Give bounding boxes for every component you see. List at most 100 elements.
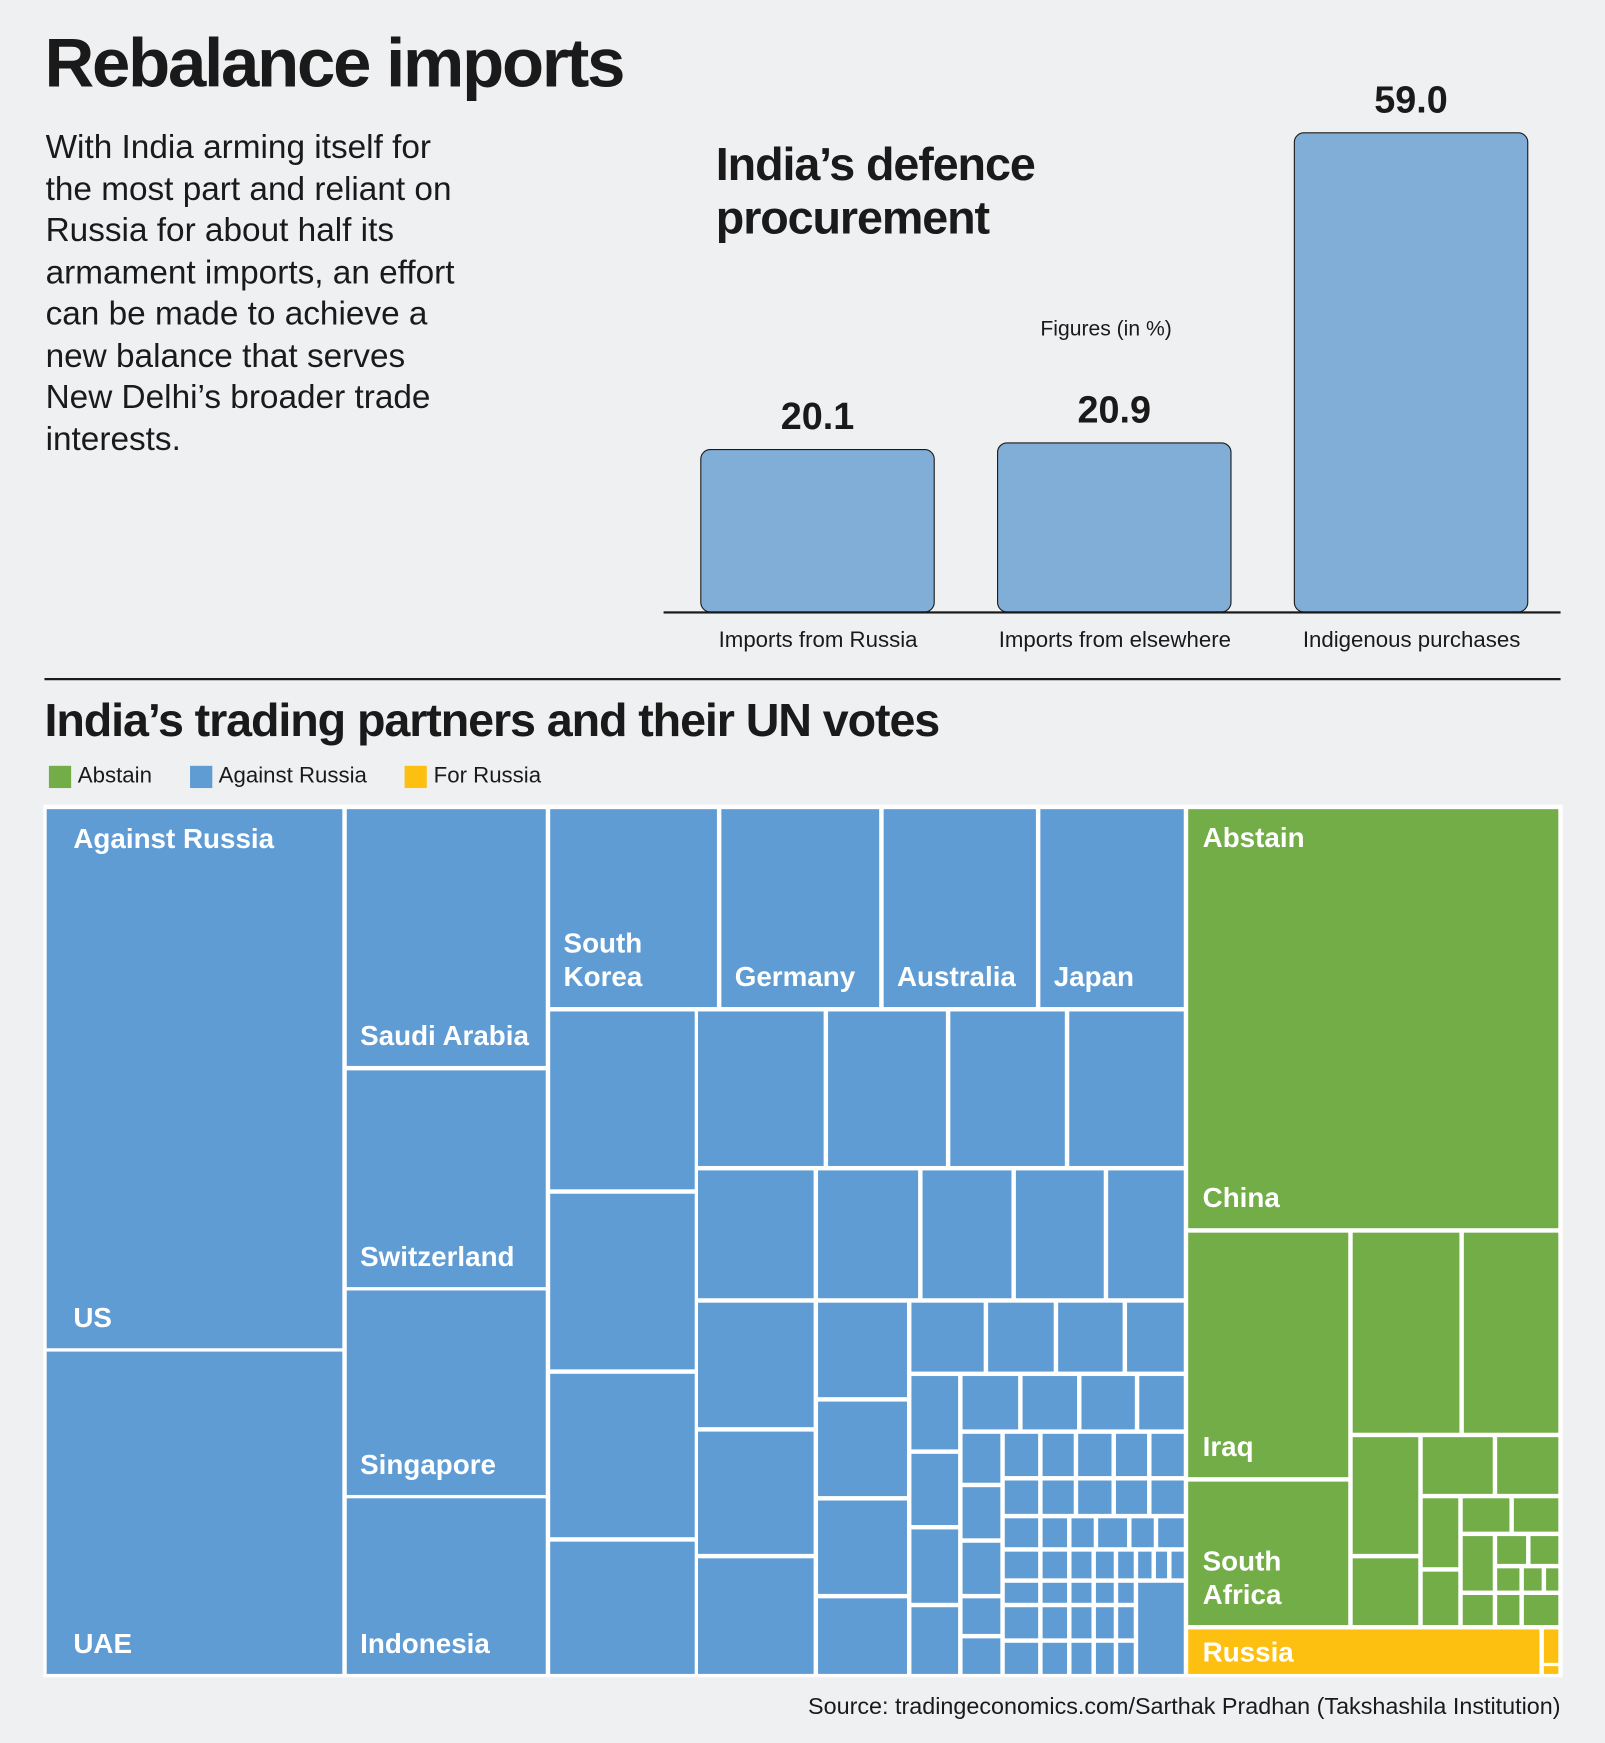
group-label-abstain: Abstain bbox=[1202, 822, 1305, 854]
treemap-cell bbox=[1118, 1642, 1134, 1674]
treemap-cell bbox=[550, 1373, 695, 1538]
treemap-cell bbox=[1071, 1607, 1092, 1639]
bar-chart-title: India’s defence procurement bbox=[715, 137, 1036, 244]
treemap-cell bbox=[1095, 1551, 1114, 1579]
treemap-cell-switzerland: Switzerland bbox=[346, 1070, 546, 1288]
treemap-cell bbox=[1352, 1232, 1460, 1433]
treemap-cell bbox=[1138, 1582, 1184, 1674]
treemap-cell-label: Indonesia bbox=[360, 1628, 490, 1660]
treemap-cell bbox=[1042, 1642, 1068, 1674]
treemap-cell bbox=[818, 1170, 919, 1299]
treemap-cell-label: Japan bbox=[1053, 961, 1135, 993]
treemap-cell bbox=[1171, 1551, 1184, 1579]
treemap-cell bbox=[962, 1542, 1001, 1594]
treemap-cell bbox=[1042, 1551, 1068, 1579]
treemap-cell bbox=[1042, 1582, 1068, 1603]
treemap-cell bbox=[818, 1401, 907, 1497]
treemap-cell bbox=[698, 1431, 814, 1554]
source-note: Source: tradingeconomics.com/Sarthak Pra… bbox=[808, 1693, 1561, 1720]
treemap-cell bbox=[1422, 1498, 1459, 1568]
treemap-cell bbox=[950, 1011, 1065, 1166]
treemap-cell bbox=[550, 1193, 695, 1370]
treemap-cell bbox=[1127, 1302, 1184, 1372]
treemap-cell bbox=[1139, 1376, 1184, 1430]
treemap-cell bbox=[1131, 1518, 1154, 1548]
treemap-cell bbox=[1042, 1518, 1068, 1548]
treemap-cell bbox=[1497, 1437, 1559, 1494]
treemap-cell bbox=[698, 1011, 824, 1166]
treemap-cell-label: Saudi Arabia bbox=[360, 1020, 529, 1052]
treemap-cell-australia: Australia bbox=[883, 809, 1036, 1008]
treemap-cell bbox=[1004, 1582, 1039, 1603]
treemap-cell bbox=[911, 1453, 959, 1525]
bar-category-label: Indigenous purchases bbox=[1302, 627, 1521, 653]
treemap-cell bbox=[1071, 1642, 1092, 1674]
treemap-cell bbox=[818, 1302, 907, 1398]
bar-value-label: 20.9 bbox=[1077, 389, 1152, 432]
treemap-cell bbox=[1543, 1666, 1559, 1674]
treemap-cell-iraq: Iraq bbox=[1188, 1232, 1349, 1478]
treemap-cell bbox=[1513, 1498, 1559, 1532]
treemap-cell bbox=[1115, 1433, 1148, 1477]
treemap-cell bbox=[1497, 1536, 1527, 1564]
treemap-cell bbox=[911, 1376, 959, 1450]
treemap-cell bbox=[1523, 1568, 1542, 1591]
treemap-cell bbox=[1462, 1595, 1493, 1626]
treemap-cell bbox=[1155, 1551, 1168, 1579]
treemap-cell bbox=[1543, 1629, 1559, 1663]
treemap-cell-russia: Russia bbox=[1188, 1629, 1540, 1674]
group-label-against: Against Russia bbox=[73, 823, 275, 855]
treemap-cell bbox=[698, 1302, 814, 1428]
treemap-cell bbox=[550, 1541, 695, 1674]
legend-swatch bbox=[404, 765, 427, 788]
treemap-cell-south-africa: South Africa bbox=[1188, 1481, 1349, 1626]
treemap-cell-label: Switzerland bbox=[360, 1241, 515, 1273]
treemap-cell bbox=[1058, 1302, 1123, 1372]
treemap-cell bbox=[1042, 1607, 1068, 1639]
legend-item: For Russia bbox=[404, 764, 541, 790]
treemap-cell bbox=[1015, 1170, 1104, 1299]
treemap-cell bbox=[1078, 1480, 1112, 1514]
treemap-cell bbox=[1095, 1607, 1114, 1639]
treemap-cell bbox=[1004, 1551, 1039, 1579]
bar bbox=[700, 448, 935, 613]
treemap-cell bbox=[962, 1376, 1019, 1430]
treemap-cell-label: UAE bbox=[73, 1628, 133, 1660]
treemap-title: India’s trading partners and their UN vo… bbox=[44, 693, 940, 746]
treemap-cell bbox=[1042, 1433, 1074, 1477]
treemap-cell bbox=[1352, 1437, 1419, 1554]
treemap-cell-label: Germany bbox=[734, 961, 856, 993]
treemap-cell bbox=[1004, 1480, 1039, 1514]
treemap-cell-label: South Africa bbox=[1202, 1546, 1282, 1611]
page-title: Rebalance imports bbox=[44, 25, 625, 103]
bar bbox=[997, 442, 1232, 613]
treemap-cell-us: US bbox=[46, 809, 343, 1349]
treemap-cell bbox=[1422, 1571, 1459, 1626]
treemap-cell-label: Russia bbox=[1202, 1637, 1294, 1669]
treemap-cell-label: China bbox=[1202, 1182, 1280, 1214]
treemap-cell bbox=[1118, 1582, 1134, 1603]
treemap-cell bbox=[1530, 1536, 1559, 1564]
legend-label: Abstain bbox=[77, 763, 152, 789]
bar-value-label: 59.0 bbox=[1374, 79, 1448, 122]
treemap-cell bbox=[988, 1302, 1054, 1372]
treemap-cell bbox=[1095, 1582, 1114, 1603]
legend-swatch bbox=[189, 765, 212, 788]
bar-value-label: 20.1 bbox=[780, 395, 855, 438]
treemap-cell-germany: Germany bbox=[721, 809, 880, 1008]
treemap-cell bbox=[1078, 1433, 1112, 1477]
treemap-cell bbox=[1069, 1011, 1184, 1166]
treemap-cell-label: South Korea bbox=[563, 928, 643, 993]
treemap-cell bbox=[1095, 1642, 1114, 1674]
treemap-cell bbox=[1463, 1232, 1559, 1433]
treemap-cell bbox=[1115, 1480, 1148, 1514]
treemap-cell bbox=[1071, 1551, 1092, 1579]
intro-text: With India arming itself for the most pa… bbox=[45, 128, 455, 458]
treemap-cell-china: China bbox=[1188, 809, 1559, 1229]
treemap-cell bbox=[1004, 1642, 1039, 1674]
treemap-cell bbox=[1462, 1536, 1493, 1591]
treemap-cell bbox=[1118, 1551, 1134, 1579]
bar-category-label: Imports from elsewhere bbox=[998, 627, 1231, 653]
section-divider bbox=[44, 678, 1561, 681]
treemap-cell bbox=[1022, 1376, 1078, 1430]
